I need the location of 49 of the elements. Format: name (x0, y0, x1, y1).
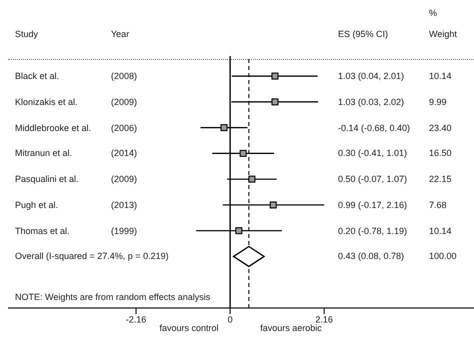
x-tick-label: -2.16 (126, 314, 146, 324)
annotation: 0.20 (-0.78, 1.19) (338, 226, 408, 236)
point (271, 98, 278, 106)
y-tick-label: Black et al. (15, 71, 60, 82)
x-tick-label: 2.16 (315, 314, 333, 324)
point (220, 124, 228, 132)
point (248, 176, 256, 183)
text: NOTE: Weights are from random effects analysis (15, 292, 210, 302)
y-tick-label: Thomas et al. (15, 226, 70, 236)
y-tick-label: Pasqualini et al. (15, 174, 79, 184)
annotation: 100.00 (429, 251, 457, 262)
annotation: 0.43 (0.08, 0.78) (338, 251, 404, 262)
text: favours aerobic (260, 323, 322, 333)
text: % (429, 8, 438, 18)
annotation: 0.50 (-0.07, 1.07) (338, 174, 408, 184)
text: favours control (159, 323, 219, 333)
annotation: (2014) (111, 148, 138, 158)
y-tick-label: Pugh et al. (15, 200, 58, 210)
text: ES (95% CI) (338, 29, 388, 39)
annotation: (2013) (111, 200, 138, 210)
annotation: -0.14 (-0.68, 0.40) (338, 122, 410, 133)
annotation: 22.15 (429, 174, 452, 184)
annotation: 10.14 (429, 226, 452, 236)
y-tick-label: Mitranun et al. (15, 148, 72, 158)
annotation: 0.30 (-0.41, 1.01) (338, 148, 408, 158)
annotation: 1.03 (0.03, 2.02) (338, 96, 404, 107)
annotation: (2009) (111, 174, 138, 184)
text: Year (111, 29, 130, 39)
annotation: (2009) (111, 96, 138, 107)
text: Weight (429, 29, 457, 39)
point (235, 227, 242, 234)
annotation: (2008) (111, 71, 138, 82)
annotation: 10.14 (429, 71, 452, 82)
annotation: 23.40 (429, 122, 452, 133)
annotation: 16.50 (429, 148, 452, 158)
annotation: (1999) (111, 226, 138, 236)
point (240, 150, 247, 157)
point (271, 72, 278, 80)
x-tick-label: 0 (228, 314, 233, 324)
y-tick-label: Klonizakis et al. (15, 96, 78, 107)
y-tick-label: Overall (I-squared = 27.4%, p = 0.219) (15, 251, 169, 262)
y-tick-label: Middlebrooke et al. (15, 122, 92, 133)
annotation: 1.03 (0.04, 2.01) (338, 71, 404, 82)
annotation: 7.68 (429, 200, 447, 210)
text: Study (15, 29, 38, 39)
annotation: 9.99 (429, 96, 447, 107)
point (270, 201, 277, 208)
annotation: 0.99 (-0.17, 2.16) (338, 200, 408, 210)
annotation: (2006) (111, 122, 138, 133)
